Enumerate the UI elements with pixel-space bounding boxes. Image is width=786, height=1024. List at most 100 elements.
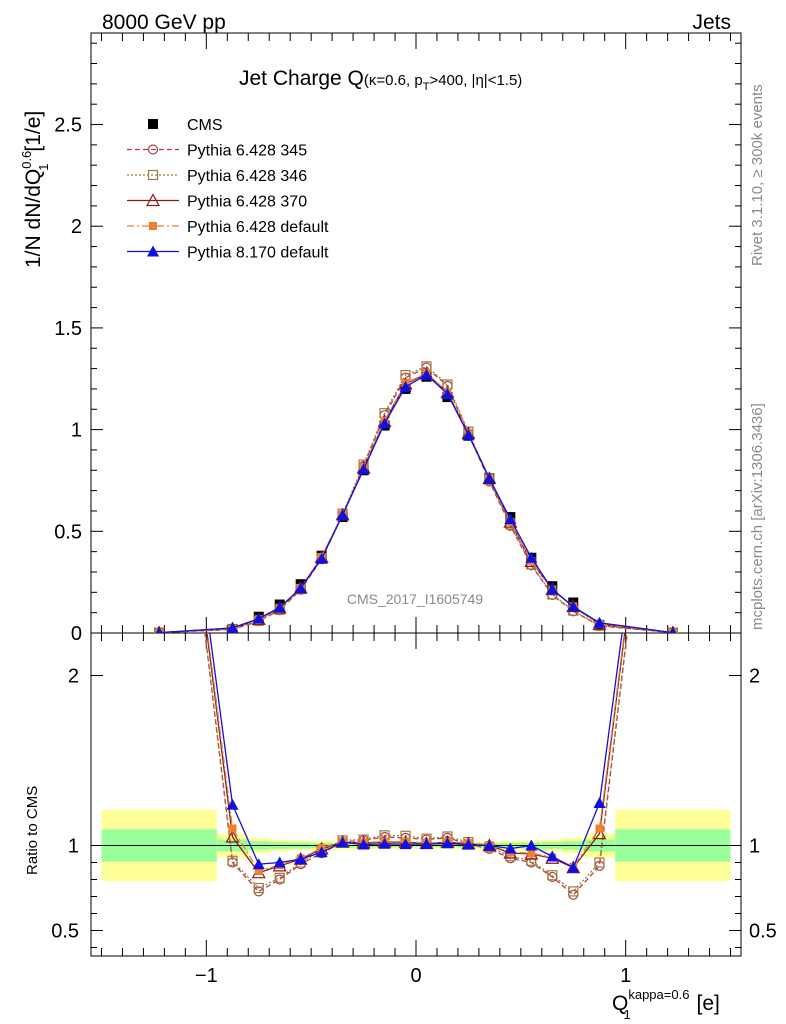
rivet-version-label: Rivet 3.1.10, ≥ 300k events <box>749 84 766 266</box>
data-point-p8 <box>669 626 677 633</box>
ratio-point-p8 <box>315 846 328 858</box>
legend-entry-cms: CMS <box>148 117 223 134</box>
ratio-point-p8 <box>483 839 496 851</box>
ratio-point-pdefault <box>254 867 263 875</box>
legend-entry-p345: Pythia 6.428 345 <box>127 143 307 160</box>
legend: CMS Pythia 6.428 345 Pythia 6.428 346 Pythi… <box>127 117 329 262</box>
data-point-p8 <box>441 388 454 400</box>
data-point-p8 <box>462 428 475 440</box>
ratio-line-p345 <box>204 633 628 896</box>
x-tick-label: −1 <box>195 965 218 987</box>
ratio-point-p8 <box>336 836 349 848</box>
header-energy-label: 8000 GeV pp <box>102 11 226 34</box>
y-axis-label-ratio: Ratio to CMS <box>24 786 41 875</box>
ratio-point-p370 <box>592 826 607 840</box>
y-tick-label-main: 2 <box>71 216 82 238</box>
legend-label: Pythia 6.428 370 <box>187 194 307 211</box>
y-tick-label-main: 0 <box>71 623 82 645</box>
ratio-point-p8 <box>252 858 265 870</box>
ratio-point-p8 <box>441 837 454 849</box>
x-tick-label: 0 <box>410 965 421 987</box>
y-tick-label-ratio-right: 2 <box>749 666 760 688</box>
data-point-p8 <box>273 601 286 613</box>
legend-label: Pythia 6.428 345 <box>187 143 307 160</box>
y-tick-label-ratio-right: 0.5 <box>749 921 777 943</box>
data-point-p8 <box>357 463 370 475</box>
legend-entry-p8: Pythia 8.170 default <box>127 245 329 262</box>
ratio-point-p8 <box>420 838 433 850</box>
ratio-point-p8 <box>567 861 580 873</box>
ratio-point-p8 <box>378 837 391 849</box>
data-point-p8 <box>378 417 391 429</box>
y-tick-label-main: 1 <box>71 420 82 442</box>
ratio-line-p346 <box>204 633 628 893</box>
analysis-watermark: CMS_2017_I1605749 <box>347 591 483 607</box>
ratio-point-p8 <box>525 839 538 851</box>
header-jets-label: Jets <box>692 11 731 34</box>
legend-entry-p346: Pythia 6.428 346 <box>127 168 307 185</box>
ratio-point-pdefault <box>527 849 536 858</box>
legend-label: CMS <box>187 117 223 134</box>
ratio-point-p346 <box>227 855 238 866</box>
data-point-p8 <box>155 626 163 633</box>
legend-marker <box>148 119 158 129</box>
y-tick-label-main: 0.5 <box>54 521 82 543</box>
ratio-series-p8 <box>209 633 623 873</box>
ratio-line-p370 <box>206 633 626 874</box>
data-point-p8 <box>315 552 328 564</box>
ratio-point-p8 <box>294 853 307 865</box>
legend-marker <box>145 193 161 207</box>
legend-marker <box>147 169 159 181</box>
x-tick-label: 1 <box>620 965 631 987</box>
data-point-p8 <box>525 551 538 563</box>
y-axis-label-main: 1/N dN/dQ0.6 1 [1/e] <box>19 111 51 268</box>
legend-label: Pythia 6.428 346 <box>187 168 307 185</box>
plot-title: Jet Charge Q(κ=0.6, pT>400, |η|<1.5) <box>239 67 522 93</box>
legend-marker <box>147 245 159 257</box>
ratio-point-p346 <box>594 857 605 868</box>
data-point-p8 <box>336 509 349 521</box>
y-tick-label-ratio: 1 <box>68 836 79 858</box>
legend-entry-p370: Pythia 6.428 370 <box>127 193 307 211</box>
data-point-p8 <box>567 600 580 612</box>
ratio-point-p345 <box>568 889 579 900</box>
legend-marker <box>147 144 159 155</box>
ratio-point-p8 <box>226 798 239 810</box>
data-point-p8 <box>593 616 606 628</box>
ratio-point-pdefault <box>228 824 237 833</box>
data-point-p8 <box>226 621 239 633</box>
ratio-point-p370 <box>225 829 240 843</box>
ratio-point-p8 <box>504 842 517 854</box>
ratio-point-p8 <box>593 797 606 808</box>
ratio-frame <box>90 632 742 957</box>
ratio-point-p8 <box>357 838 370 850</box>
ratio-series-p345 <box>204 633 628 900</box>
series-line-p8 <box>159 373 673 633</box>
ratio-point-p346 <box>253 882 264 894</box>
ratio-point-p8 <box>399 838 412 850</box>
ratio-point-p346 <box>274 872 285 883</box>
ratio-point-p8 <box>546 850 559 862</box>
ratio-plot-series <box>204 633 628 900</box>
data-point-p8 <box>504 513 517 525</box>
legend-label: Pythia 6.428 default <box>187 219 329 236</box>
data-point-p8 <box>294 582 307 594</box>
ratio-series-p346 <box>204 633 628 897</box>
ratio-point-p346 <box>547 870 558 881</box>
ratio-series-p370 <box>206 633 626 879</box>
series-p8 <box>155 368 677 633</box>
data-point-p8 <box>252 612 265 624</box>
main-plot-series <box>154 361 678 633</box>
ratio-point-p8 <box>462 838 475 850</box>
data-point-p8 <box>420 368 433 380</box>
axes-layer: 0 0.5 1 1.5 2 2.5 0.5 0.5 1 1 2 2 −1 0 1 <box>51 32 777 987</box>
legend-entry-pdefault: Pythia 6.428 default <box>127 219 329 236</box>
ratio-series-pdefault <box>207 633 625 875</box>
y-tick-label-ratio-right: 1 <box>749 836 760 858</box>
ratio-point-p346 <box>568 886 579 897</box>
data-point-p8 <box>546 583 559 595</box>
ratio-line-p8 <box>209 633 623 869</box>
ratio-point-p8 <box>273 856 286 868</box>
data-point-p8 <box>483 472 496 484</box>
